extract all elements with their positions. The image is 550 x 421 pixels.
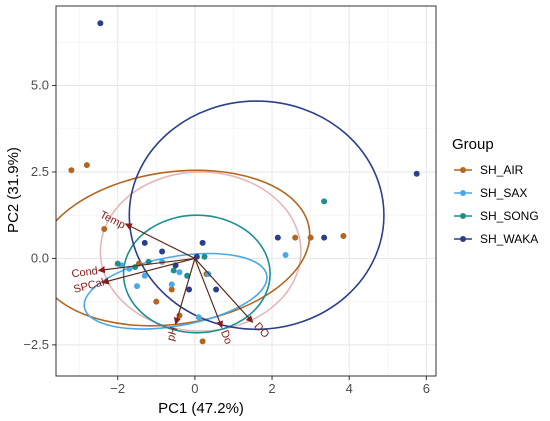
point-sh-air — [199, 338, 206, 345]
point-sh-sax — [176, 269, 183, 276]
point-sh-air — [340, 232, 347, 239]
point-sh-air — [307, 234, 314, 241]
y-tick-label: 0.0 — [31, 250, 49, 265]
ellipse-sh-sax — [83, 252, 268, 330]
loading-arrow — [194, 258, 223, 329]
point-sh-song — [201, 253, 208, 260]
x-axis-title: PC1 (47.2%) — [158, 400, 244, 417]
point-sh-waka — [141, 239, 148, 246]
ellipse-sh-air — [56, 169, 311, 327]
ellipse-extra — [99, 171, 302, 332]
x-tick-label: −2 — [110, 381, 125, 396]
loading-arrow — [124, 223, 196, 259]
point-sh-waka — [159, 248, 166, 255]
y-axis-title: PC2 (31.9%) — [5, 147, 22, 233]
x-tick-label: 0 — [191, 381, 198, 396]
x-tick-label: 6 — [423, 381, 430, 396]
point-sh-sax — [141, 272, 148, 279]
legend-label: SH_SAX — [480, 186, 527, 200]
point-sh-song — [321, 198, 328, 205]
ellipse-sh-waka — [128, 100, 385, 331]
point-sh-song — [132, 264, 139, 271]
loading-arrow — [173, 258, 196, 325]
point-sh-waka — [213, 286, 220, 293]
loading-arrow — [97, 257, 195, 274]
plot-panel — [55, 5, 437, 377]
legend-key-point — [460, 167, 466, 173]
x-axis-ticks: −2 0 2 4 6 — [110, 376, 430, 396]
y-axis-ticks: −2.5 0.0 2.5 5.0 — [23, 78, 56, 352]
loading-arrow — [194, 258, 254, 323]
y-tick-label: 2.5 — [31, 164, 49, 179]
legend-label: SH_SONG — [480, 209, 539, 223]
point-sh-sax — [168, 281, 175, 288]
point-sh-sax — [134, 283, 141, 290]
point-sh-waka — [186, 286, 193, 293]
point-sh-air — [292, 234, 299, 241]
point-sh-song — [170, 267, 177, 274]
ellipse-sh-song — [122, 214, 271, 334]
point-sh-air — [101, 226, 108, 233]
point-sh-sax — [159, 258, 166, 265]
legend-label: SH_WAKA — [480, 232, 538, 246]
point-sh-air — [153, 298, 160, 305]
x-tick-label: 2 — [268, 381, 275, 396]
confidence-ellipses — [56, 100, 385, 334]
legend: Group SH_AIR SH_SAX SH_SONG SH_WAKA — [452, 136, 539, 246]
point-sh-waka — [274, 234, 281, 241]
legend-label: SH_AIR — [480, 163, 524, 177]
point-sh-song — [145, 258, 152, 265]
point-sh-sax — [282, 251, 289, 258]
legend-key-point — [460, 236, 466, 242]
legend-title: Group — [452, 136, 494, 153]
legend-key-point — [460, 190, 466, 196]
x-tick-label: 4 — [346, 381, 353, 396]
point-sh-air — [83, 162, 90, 169]
y-tick-label: 5.0 — [31, 78, 49, 93]
point-sh-waka — [97, 20, 104, 27]
point-sh-air — [168, 286, 175, 293]
loading-label: Do — [218, 329, 234, 346]
plot-border — [55, 5, 437, 377]
y-tick-label: −2.5 — [23, 337, 49, 352]
loading-label: pH — [165, 326, 180, 343]
loading-label: Cond — [71, 265, 99, 280]
point-sh-sax — [195, 314, 202, 321]
point-sh-air — [68, 167, 75, 174]
legend-key-point — [460, 213, 466, 219]
point-sh-song — [114, 260, 121, 267]
point-sh-waka — [321, 234, 328, 241]
point-sh-song — [184, 272, 191, 279]
point-sh-waka — [199, 239, 206, 246]
grid-lines — [56, 6, 436, 376]
loading-arrow — [101, 257, 196, 285]
point-sh-waka — [413, 170, 420, 177]
